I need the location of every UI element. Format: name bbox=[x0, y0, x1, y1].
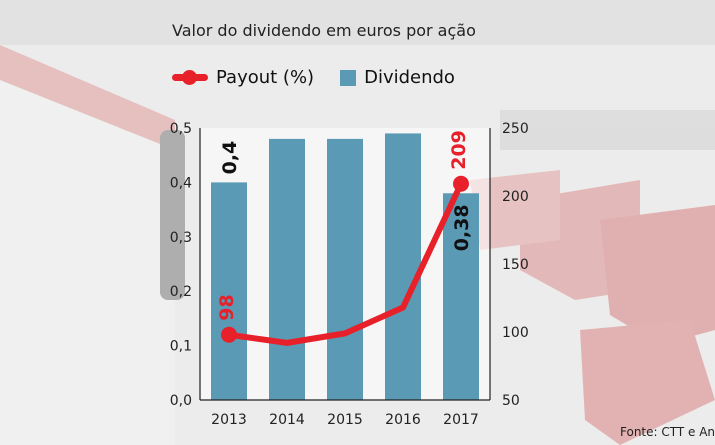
data-label-2013: 98 bbox=[216, 294, 238, 320]
bar-dividendo-2016 bbox=[385, 133, 421, 400]
left-tick-label: 0,0 bbox=[170, 393, 192, 409]
data-label-2017: 0,38 bbox=[451, 204, 473, 251]
left-tick-label: 0,3 bbox=[170, 230, 192, 246]
left-tick-label: 0,5 bbox=[170, 121, 192, 137]
left-tick-label: 0,1 bbox=[170, 339, 192, 355]
data-label-2017: 209 bbox=[448, 130, 470, 170]
right-tick-label: 50 bbox=[502, 393, 520, 409]
x-tick-label: 2015 bbox=[327, 412, 363, 428]
left-tick-label: 0,2 bbox=[170, 284, 192, 300]
payout-legend-swatch bbox=[172, 70, 208, 85]
right-tick-label: 100 bbox=[502, 325, 529, 341]
data-label-2013: 0,4 bbox=[219, 141, 241, 175]
dividendo-legend-swatch bbox=[340, 69, 357, 86]
source-note: Fonte: CTT e Anacom bbox=[620, 425, 715, 439]
right-tick-label: 250 bbox=[502, 121, 529, 137]
bar-dividendo-2014 bbox=[269, 138, 305, 400]
left-tick-label: 0,4 bbox=[170, 175, 192, 191]
chart-title: Valor do dividendo em euros por ação bbox=[172, 21, 476, 40]
right-tick-label: 150 bbox=[502, 257, 529, 273]
bar-dividendo-2017 bbox=[443, 193, 479, 400]
payout-point-2013 bbox=[221, 326, 237, 343]
payout-point-2017 bbox=[453, 175, 469, 192]
x-tick-label: 2013 bbox=[211, 412, 247, 428]
legend-label-dividendo: Dividendo bbox=[364, 67, 455, 88]
bar-dividendo-2013 bbox=[211, 182, 247, 400]
legend: Payout (%) Dividendo bbox=[172, 67, 455, 88]
x-tick-label: 2014 bbox=[269, 412, 305, 428]
x-tick-label: 2016 bbox=[385, 412, 421, 428]
payout-line bbox=[226, 180, 464, 346]
right-tick-label: 200 bbox=[502, 189, 529, 205]
legend-label-payout: Payout (%) bbox=[216, 67, 315, 88]
x-tick-label: 2017 bbox=[443, 412, 479, 428]
bar-dividendo-2015 bbox=[327, 138, 363, 400]
